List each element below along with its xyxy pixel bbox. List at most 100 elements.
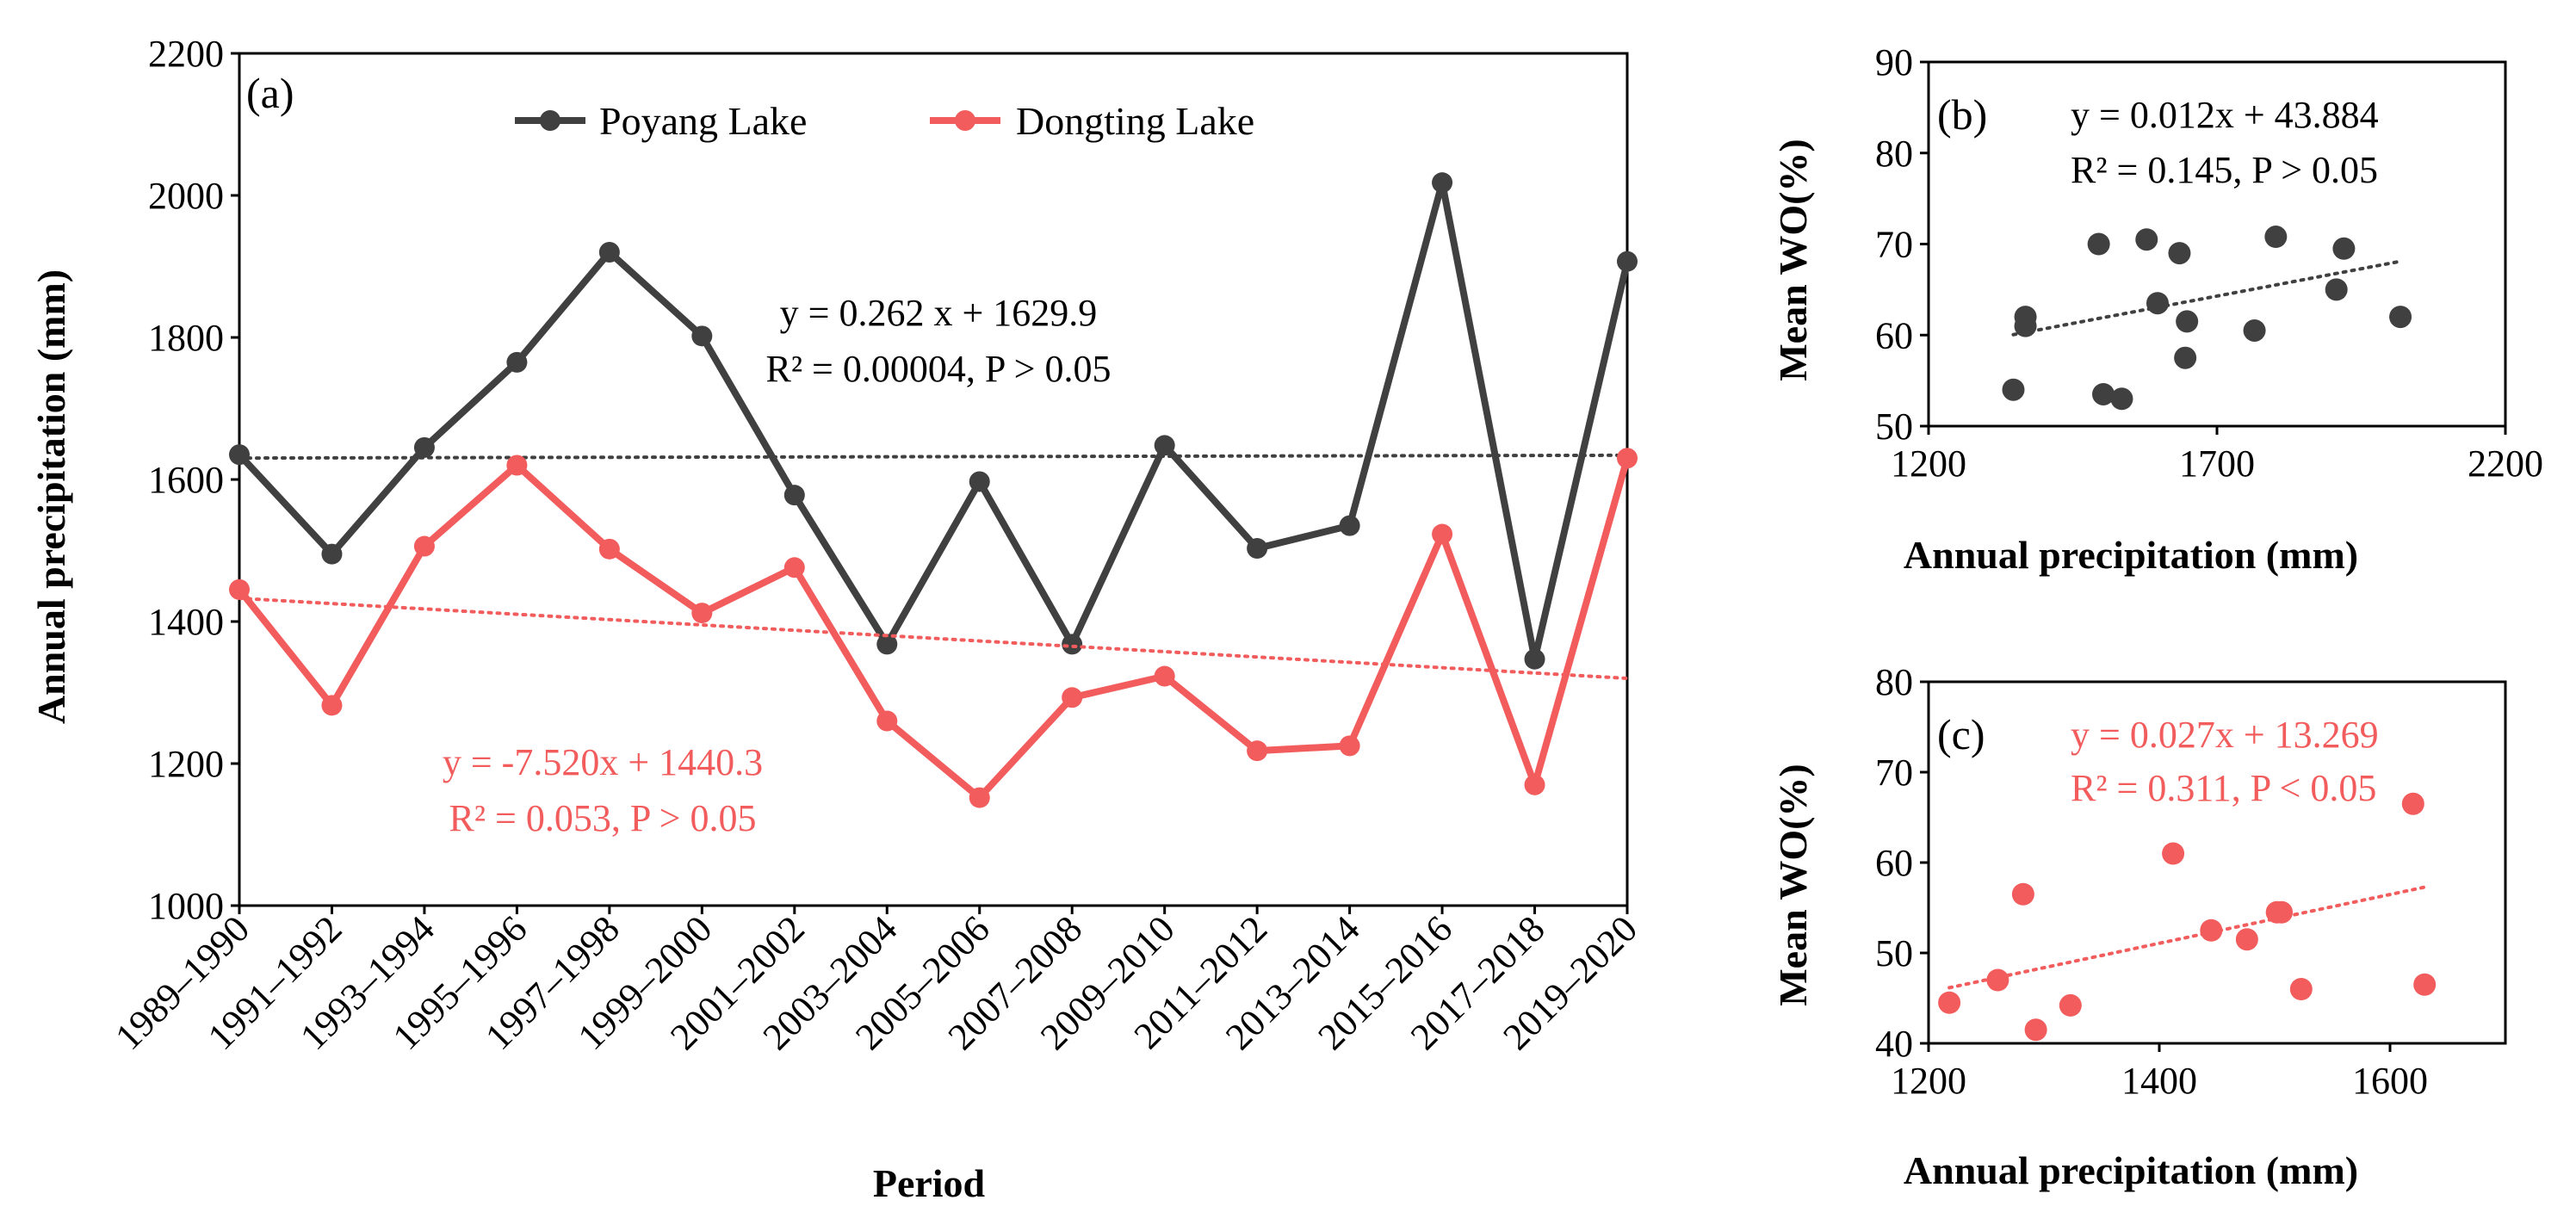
poyang-series-line xyxy=(237,182,1631,660)
dongting-trend-stats: R² = 0.053, P > 0.05 xyxy=(449,797,756,839)
dongting-series-line xyxy=(236,457,1631,803)
dongting-point xyxy=(321,695,343,716)
panel-c-xtick-label: 1200 xyxy=(1891,1060,1966,1102)
panel-c-ytick-label: 40 xyxy=(1875,1023,1913,1065)
poyang-point xyxy=(1432,172,1453,194)
poyang-trend-stats: R² = 0.00004, P > 0.05 xyxy=(765,348,1111,390)
panel-b-xlabel: Annual precipitation (mm) xyxy=(1904,533,2358,577)
poyang-point xyxy=(1339,515,1360,536)
legend-poyang-marker xyxy=(540,110,560,131)
panel-a-ytick-label: 1200 xyxy=(148,743,224,785)
panel-c-point xyxy=(2200,919,2223,942)
panel-a-ytick-label: 2000 xyxy=(148,175,224,217)
panel-b-xtick-label: 2200 xyxy=(2468,442,2543,485)
poyang-point xyxy=(876,634,898,655)
panel-c-point xyxy=(2011,882,2034,906)
dongting-point xyxy=(413,535,435,557)
poyang-point xyxy=(321,543,343,565)
poyang-point xyxy=(229,444,250,466)
dongting-point xyxy=(1062,687,1083,708)
panel-c-point xyxy=(1938,991,1961,1014)
poyang-trend-equation: y = 0.262 x + 1629.9 xyxy=(780,292,1098,334)
panel-c-xlabel: Annual precipitation (mm) xyxy=(1904,1148,2358,1192)
dongting-point xyxy=(969,787,990,808)
panel-a-label: (a) xyxy=(246,69,294,117)
legend-poyang-label: Poyang Lake xyxy=(599,99,807,143)
panel-c-ytick-label: 70 xyxy=(1875,752,1913,794)
dongting-point xyxy=(1524,774,1545,795)
panel-b-point xyxy=(2168,242,2191,265)
dongting-point xyxy=(1247,740,1268,762)
panel-a-ytick-label: 1400 xyxy=(148,601,224,643)
panel-b-point xyxy=(2135,228,2158,251)
panel-b: (b) Annual precipitation (mm) Mean WO(%)… xyxy=(1771,90,2379,577)
poyang-point xyxy=(1617,251,1638,272)
panel-c-point xyxy=(2059,993,2082,1017)
dongting-point xyxy=(1617,448,1638,469)
poyang-point xyxy=(691,325,713,347)
dongting-point xyxy=(229,578,250,600)
panel-b-ytick-label: 50 xyxy=(1875,405,1913,448)
panel-c-trend-line xyxy=(1947,885,2427,990)
panel-c-point xyxy=(2162,842,2185,865)
poyang-point xyxy=(598,242,620,263)
panel-b-point xyxy=(2176,310,2199,333)
panel-b-point xyxy=(2002,378,2025,401)
panel-a-ytick-label: 1600 xyxy=(148,459,224,501)
panel-c-ytick-label: 50 xyxy=(1875,932,1913,974)
panel-b-label: (b) xyxy=(1937,90,1987,139)
dongting-point xyxy=(598,538,620,560)
legend-dongting-marker xyxy=(955,110,975,131)
panel-b-xtick-label: 1700 xyxy=(2179,442,2255,485)
panel-b-ytick-label: 80 xyxy=(1875,133,1913,175)
panel-c-xtick-label: 1600 xyxy=(2352,1060,2428,1102)
dongting-trend-line xyxy=(238,596,1629,681)
panel-c-point xyxy=(1986,968,2009,992)
dongting-point xyxy=(691,603,713,624)
panel-c-stats: R² = 0.311, P < 0.05 xyxy=(2071,767,2376,809)
dongting-point xyxy=(1154,665,1175,687)
panel-c: (c) Annual precipitation (mm) Mean WO(%)… xyxy=(1771,710,2379,1192)
poyang-point xyxy=(506,351,528,373)
panel-a-ytick-label: 2200 xyxy=(148,33,224,75)
panel-b-equation: y = 0.012x + 43.884 xyxy=(2071,94,2379,136)
panel-b-point xyxy=(2332,237,2356,260)
poyang-point xyxy=(1154,435,1175,456)
panel-b-point xyxy=(2389,306,2412,329)
dongting-point xyxy=(506,455,528,476)
panel-c-ylabel: Mean WO(%) xyxy=(1771,764,1815,1006)
dongting-point xyxy=(876,710,898,732)
panel-c-point xyxy=(2235,928,2258,951)
panel-a-xlabel: Period xyxy=(873,1161,986,1205)
poyang-trend-line xyxy=(238,453,1629,461)
panel-c-ytick-label: 60 xyxy=(1875,842,1913,884)
panel-b-stats: R² = 0.145, P > 0.05 xyxy=(2071,149,2378,191)
panel-a-ylabel: Annual precipitation (mm) xyxy=(29,269,73,724)
dongting-point xyxy=(783,557,805,578)
panel-b-ytick-label: 90 xyxy=(1875,41,1913,84)
panel-a: (a) Period Annual precipitation (mm) Poy… xyxy=(29,69,1254,1205)
panel-b-point xyxy=(2110,387,2133,411)
panel-b-point xyxy=(2146,292,2169,315)
panel-b-ytick-label: 60 xyxy=(1875,314,1913,356)
panel-b-xtick-label: 1200 xyxy=(1891,442,1966,485)
poyang-point xyxy=(1062,634,1083,655)
poyang-point xyxy=(969,471,990,492)
panel-c-equation: y = 0.027x + 13.269 xyxy=(2071,714,2379,756)
poyang-point xyxy=(413,436,435,458)
panel-c-point xyxy=(2401,792,2424,815)
legend-dongting-label: Dongting Lake xyxy=(1016,99,1254,143)
panel-b-ylabel: Mean WO(%) xyxy=(1771,139,1815,381)
panel-a-ytick-label: 1800 xyxy=(148,317,224,359)
panel-b-point xyxy=(2325,278,2348,301)
panel-b-point xyxy=(2243,319,2266,342)
panel-c-label: (c) xyxy=(1937,710,1985,758)
panel-b-point xyxy=(2087,232,2110,256)
panel-b-point xyxy=(2174,346,2197,369)
dongting-trend-equation: y = -7.520x + 1440.3 xyxy=(443,741,763,783)
panel-b-ytick-label: 70 xyxy=(1875,224,1913,266)
panel-b-point xyxy=(2092,382,2115,405)
dongting-point xyxy=(1339,735,1360,757)
